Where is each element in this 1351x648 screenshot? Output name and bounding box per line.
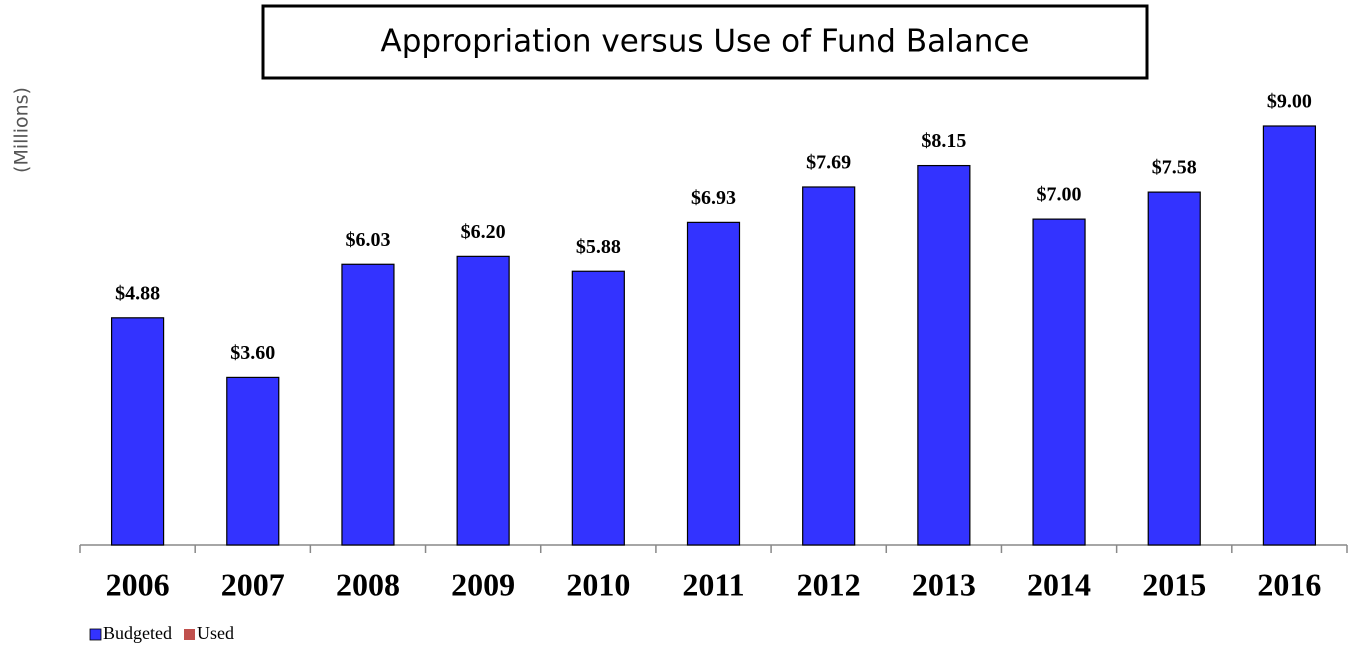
bar [802, 186, 856, 546]
bar [686, 221, 741, 546]
title-box [261, 4, 1149, 80]
y-axis-label: (Millions) [11, 87, 33, 173]
value-label: $4.88 [115, 282, 160, 304]
x-tick-label: 2010 [566, 566, 630, 602]
value-label: $9.00 [1267, 91, 1312, 113]
x-tick-label: 2006 [106, 566, 170, 602]
x-tick-label: 2015 [1142, 566, 1206, 602]
bar [341, 263, 395, 546]
x-tick-label: 2012 [797, 566, 861, 602]
bar [456, 255, 510, 546]
x-tick-label: 2014 [1027, 566, 1091, 602]
value-label: $3.60 [230, 342, 275, 364]
x-tick-label: 2009 [451, 566, 515, 602]
bar [1032, 218, 1086, 546]
x-tick-label: 2016 [1257, 566, 1321, 602]
legend-label: Budgeted [103, 623, 172, 643]
legend-swatch [184, 629, 195, 640]
bar [917, 164, 971, 546]
bar [1147, 191, 1201, 546]
value-label: $7.69 [806, 152, 851, 174]
value-label: $6.20 [461, 221, 506, 243]
bar [1262, 125, 1317, 546]
legend-swatch [89, 628, 102, 641]
legend-label: Used [197, 623, 234, 643]
x-tick-label: 2008 [336, 566, 400, 602]
value-label: $7.00 [1037, 184, 1082, 206]
x-tick-label: 2013 [912, 566, 976, 602]
value-label: $8.15 [921, 130, 966, 152]
chart-title: Appropriation versus Use of Fund Balance [381, 24, 1030, 60]
bar [110, 317, 165, 546]
bar [226, 376, 280, 546]
bar [571, 270, 625, 546]
value-label: $6.03 [345, 229, 390, 251]
x-tick-label: 2007 [221, 566, 285, 602]
x-tick-label: 2011 [682, 566, 744, 602]
value-label: $7.58 [1152, 157, 1197, 179]
value-label: $5.88 [576, 236, 621, 258]
value-label: $6.93 [691, 187, 736, 209]
